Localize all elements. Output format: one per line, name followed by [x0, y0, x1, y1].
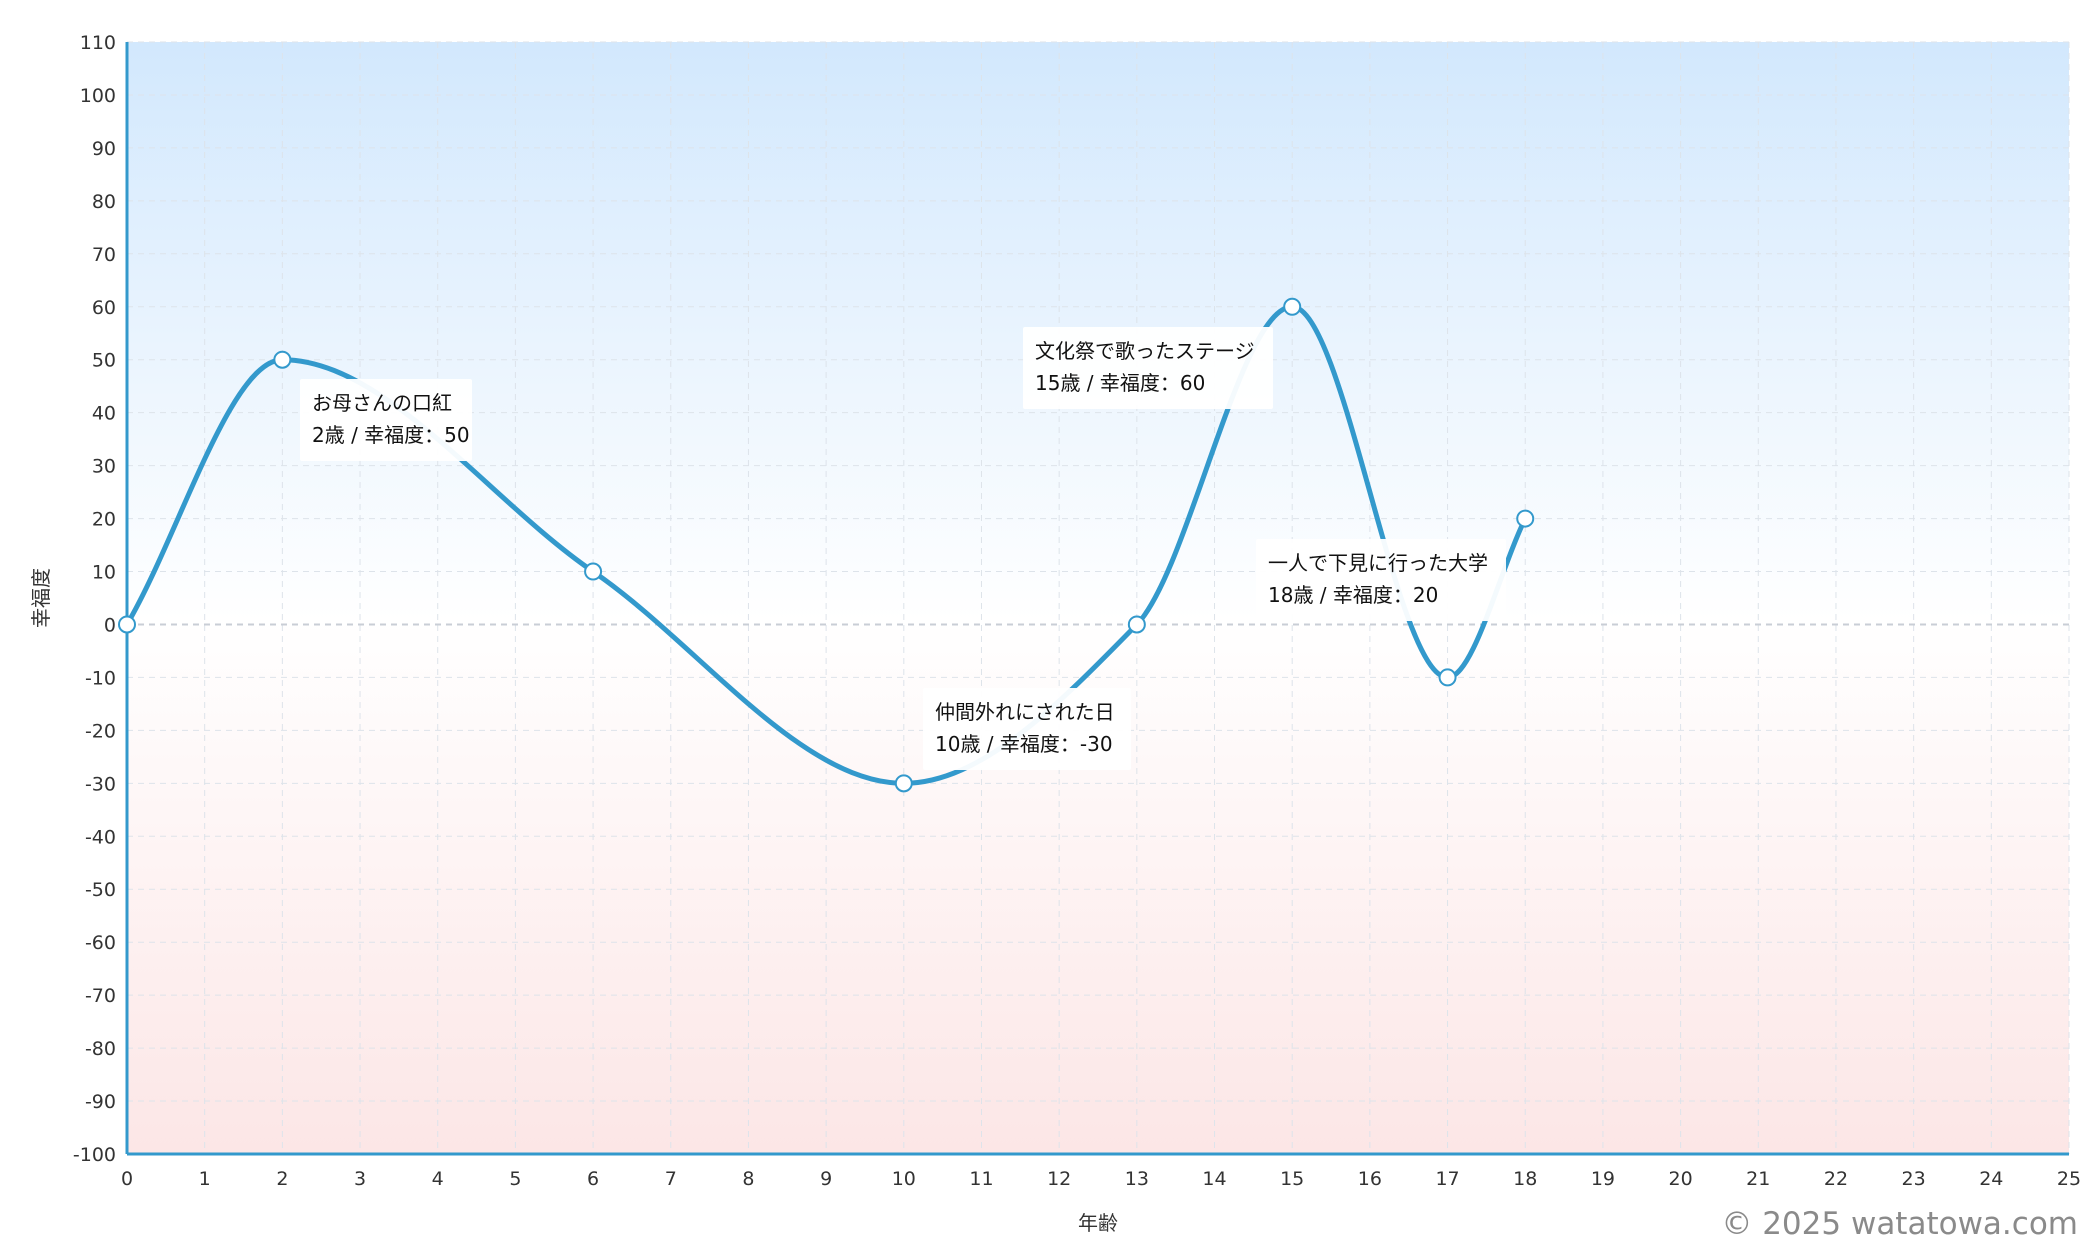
y-tick-label: 80: [92, 191, 116, 213]
x-tick-label: 17: [1435, 1168, 1459, 1190]
y-tick-label: 110: [80, 32, 116, 54]
x-tick-label: 15: [1280, 1168, 1304, 1190]
y-tick-label: -40: [85, 826, 116, 848]
y-tick-labels: 1101009080706050403020100-10-20-30-40-50…: [73, 32, 116, 1166]
x-tick-label: 16: [1358, 1168, 1382, 1190]
y-tick-label: 70: [92, 244, 116, 266]
x-tick-label: 10: [892, 1168, 916, 1190]
x-tick-label: 6: [587, 1168, 599, 1190]
y-tick-label: -20: [85, 720, 116, 742]
data-point: [584, 562, 603, 581]
y-tick-label: -70: [85, 985, 116, 1007]
data-point: [894, 774, 913, 793]
annotation-title: 仲間外れにされた日: [935, 700, 1115, 724]
y-tick-label: -100: [73, 1144, 116, 1166]
x-tick-labels: 0 1 2 3 4 5 6 7 8 9 10 11 12 13 14 15 16 17 18 19 20 21 22 23 24…: [121, 1168, 2081, 1190]
y-tick-label: 30: [92, 456, 116, 478]
x-tick-label: 7: [665, 1168, 677, 1190]
y-tick-label: -80: [85, 1038, 116, 1060]
x-tick-label: 20: [1669, 1168, 1693, 1190]
y-tick-label: 100: [80, 85, 116, 107]
y-tick-label: 90: [92, 138, 116, 160]
annotation-box: お母さんの口紅 2歳 / 幸福度：50: [300, 379, 472, 461]
annotation-box: 一人で下見に行った大学 18歳 / 幸福度：20: [1256, 539, 1506, 621]
annotation-title: お母さんの口紅: [312, 391, 452, 415]
x-tick-label: 23: [1902, 1168, 1926, 1190]
data-point: [1438, 668, 1457, 687]
x-tick-label: 21: [1746, 1168, 1770, 1190]
x-tick-label: 22: [1824, 1168, 1848, 1190]
y-tick-label: -90: [85, 1091, 116, 1113]
copyright-credit: © 2025 watatowa.com: [1721, 1206, 2078, 1242]
annotation-detail: 2歳 / 幸福度：50: [312, 423, 470, 447]
y-tick-label: 0: [104, 614, 116, 636]
annotation-box: 仲間外れにされた日 10歳 / 幸福度：-30: [923, 688, 1131, 770]
axes: [125, 42, 2069, 1156]
x-axis-title: 年齢: [1078, 1211, 1118, 1235]
x-tick-label: 13: [1125, 1168, 1149, 1190]
y-tick-label: -50: [85, 879, 116, 901]
x-tick-label: 4: [432, 1168, 444, 1190]
y-tick-label: 40: [92, 403, 116, 425]
y-tick-label: 60: [92, 297, 116, 319]
x-tick-label: 14: [1202, 1168, 1226, 1190]
y-tick-label: 10: [92, 562, 116, 584]
y-tick-label: 50: [92, 350, 116, 372]
annotation-detail: 18歳 / 幸福度：20: [1268, 583, 1438, 607]
data-point: [118, 615, 136, 634]
x-tick-label: 25: [2057, 1168, 2081, 1190]
annotation-background: [923, 688, 1131, 770]
x-tick-label: 19: [1591, 1168, 1615, 1190]
y-tick-label: -60: [85, 932, 116, 954]
data-point: [1127, 615, 1146, 634]
x-tick-label: 3: [354, 1168, 366, 1190]
data-points: [118, 297, 1535, 793]
x-tick-label: 24: [1979, 1168, 2003, 1190]
x-tick-label: 9: [820, 1168, 832, 1190]
annotation-box: 文化祭で歌ったステージ 15歳 / 幸福度：60: [1023, 327, 1273, 409]
y-tick-label: 20: [92, 509, 116, 531]
annotation-title: 文化祭で歌ったステージ: [1035, 339, 1255, 363]
data-point: [1283, 297, 1302, 316]
annotation-detail: 15歳 / 幸福度：60: [1035, 371, 1205, 395]
annotation-title: 一人で下見に行った大学: [1268, 551, 1488, 575]
annotation-background: [1256, 539, 1506, 621]
annotations: お母さんの口紅 2歳 / 幸福度：50 仲間外れにされた日 10歳 / 幸福度：-30…: [300, 327, 1506, 770]
y-tick-label: -10: [85, 667, 116, 689]
x-tick-label: 2: [276, 1168, 288, 1190]
x-tick-label: 8: [742, 1168, 754, 1190]
data-point: [273, 350, 292, 369]
grid-lines: [127, 41, 2070, 1154]
x-tick-label: 5: [509, 1168, 521, 1190]
annotation-detail: 10歳 / 幸福度：-30: [935, 732, 1113, 756]
data-point: [1516, 509, 1535, 528]
annotation-background: [300, 379, 472, 461]
x-tick-label: 0: [121, 1168, 133, 1190]
annotation-background: [1023, 327, 1273, 409]
y-tick-label: -30: [85, 773, 116, 795]
x-tick-label: 18: [1513, 1168, 1537, 1190]
x-tick-label: 1: [199, 1168, 211, 1190]
x-tick-label: 11: [969, 1168, 993, 1190]
x-tick-label: 12: [1047, 1168, 1071, 1190]
plot-background: [127, 42, 2069, 1154]
y-axis-title: 幸福度: [29, 568, 53, 628]
